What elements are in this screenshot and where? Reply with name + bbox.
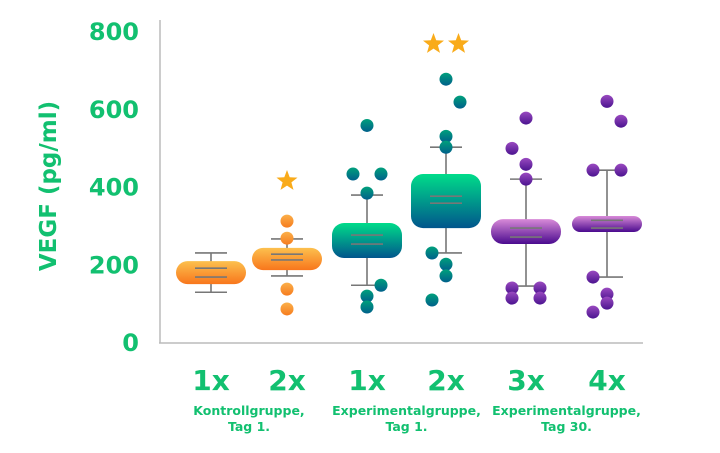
x-tick-label: 1x xyxy=(348,364,386,397)
group-label-line1: Experimentalgruppe, xyxy=(492,403,641,418)
y-tick-label: 600 xyxy=(89,96,139,124)
x-tick-label: 2x xyxy=(268,364,306,397)
group-label-line2: Tag 1. xyxy=(385,419,427,434)
x-tick-label: 1x xyxy=(192,364,230,397)
group-label-line1: Kontrollgruppe, xyxy=(193,403,304,418)
outlier-point xyxy=(280,282,294,296)
outlier-point xyxy=(425,246,439,260)
box-group-2 xyxy=(332,118,402,314)
significance-star xyxy=(423,33,444,53)
outlier-point xyxy=(505,141,519,155)
outlier-point xyxy=(586,163,600,177)
significance-star xyxy=(276,170,298,190)
outlier-point xyxy=(360,289,374,303)
box-group-4 xyxy=(491,111,561,305)
outlier-point xyxy=(374,278,388,292)
axes: 0 200 400 600 800 xyxy=(89,18,643,357)
outlier-point xyxy=(439,129,453,143)
y-tick-label: 200 xyxy=(89,251,139,279)
plot-marks xyxy=(176,33,642,319)
group-label-line2: Tag 1. xyxy=(228,419,270,434)
box-group-0 xyxy=(176,252,246,294)
outlier-point xyxy=(453,95,467,109)
y-tick-label: 800 xyxy=(89,18,139,46)
outlier-point xyxy=(519,157,533,171)
outlier-point xyxy=(374,167,388,181)
box xyxy=(176,261,246,285)
box-group-5 xyxy=(572,94,642,319)
outlier-point xyxy=(600,296,614,310)
group-label-line2: Tag 30. xyxy=(541,419,592,434)
outlier-point xyxy=(346,167,360,181)
outlier-point xyxy=(533,281,547,295)
outlier-point xyxy=(505,291,519,305)
outlier-point xyxy=(439,140,453,154)
outlier-point xyxy=(280,302,294,316)
box xyxy=(491,219,561,245)
outlier-point xyxy=(614,114,628,128)
box-group-1 xyxy=(252,170,322,316)
outlier-point xyxy=(519,111,533,125)
outlier-point xyxy=(614,163,628,177)
outlier-point xyxy=(600,94,614,108)
y-tick-label: 400 xyxy=(89,174,139,202)
box xyxy=(411,174,481,229)
outlier-point xyxy=(439,269,453,283)
significance-star xyxy=(448,33,469,53)
x-tick-label: 2x xyxy=(427,364,465,397)
group-label-line1: Experimentalgruppe, xyxy=(332,403,481,418)
outlier-point xyxy=(586,270,600,284)
outlier-point xyxy=(586,305,600,319)
x-tick-label: 3x xyxy=(507,364,545,397)
outlier-point xyxy=(425,293,439,307)
outlier-point xyxy=(280,214,294,228)
y-axis-label: VEGF (pg/ml) xyxy=(36,101,62,271)
outlier-point xyxy=(439,72,453,86)
y-tick-label: 0 xyxy=(122,329,139,357)
outlier-point xyxy=(439,257,453,271)
outlier-point xyxy=(360,186,374,200)
box xyxy=(572,216,642,232)
outlier-point xyxy=(533,291,547,305)
box xyxy=(252,247,322,271)
x-tick-label: 4x xyxy=(588,364,626,397)
outlier-point xyxy=(360,300,374,314)
box-group-3 xyxy=(411,33,481,307)
box xyxy=(332,223,402,259)
outlier-point xyxy=(280,231,294,245)
outlier-point xyxy=(600,287,614,301)
outlier-point xyxy=(360,118,374,132)
outlier-point xyxy=(505,281,519,295)
outlier-point xyxy=(519,172,533,186)
